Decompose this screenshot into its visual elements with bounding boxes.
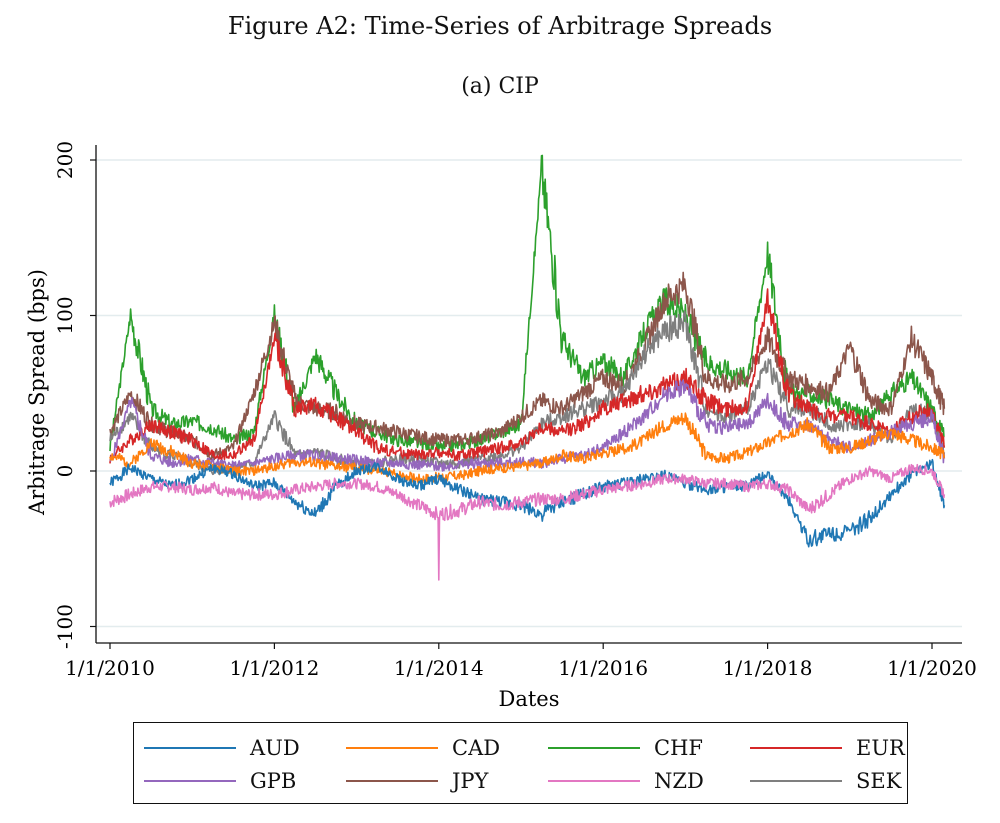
legend-swatch-cad [346, 747, 438, 749]
legend-label-cad: CAD [452, 736, 501, 760]
x-axis-label: Dates [498, 687, 559, 711]
legend-label-sek: SEK [856, 769, 902, 793]
legend-label-gpb: GPB [250, 769, 297, 793]
legend-swatch-jpy [346, 780, 438, 782]
series-line-cad [109, 412, 946, 484]
legend-item-eur: EUR [750, 733, 905, 763]
series-lines [109, 154, 946, 581]
x-tick-label: 1/1/2014 [394, 656, 484, 680]
figure-title: Figure A2: Time-Series of Arbitrage Spre… [227, 12, 773, 40]
series-line-jpy [109, 271, 946, 461]
legend-swatch-aud [144, 747, 236, 749]
legend: AUD CAD CHF EUR GPB JPY NZD SEK [133, 722, 908, 804]
x-tick-label: 1/1/2020 [887, 656, 977, 680]
x-tick-label: 1/1/2012 [229, 656, 319, 680]
x-tick-label: 1/1/2018 [723, 656, 813, 680]
legend-label-aud: AUD [250, 736, 300, 760]
x-tick-label: 1/1/2010 [65, 656, 155, 680]
legend-swatch-chf [548, 747, 640, 749]
axis-ticks: -100 0 100 200 1/1/2010 1/1/2012 1/1/2014 1/1/2… [53, 141, 977, 680]
y-tick-label: -100 [53, 604, 77, 649]
legend-label-nzd: NZD [654, 769, 704, 793]
legend-item-jpy: JPY [346, 766, 488, 796]
series-line-eur [109, 288, 946, 464]
legend-swatch-nzd [548, 780, 640, 782]
legend-item-aud: AUD [144, 733, 300, 763]
panel-caption: (a) CIP [461, 74, 539, 99]
series-line-chf [109, 154, 945, 453]
series-line-nzd [109, 463, 946, 581]
legend-swatch-gpb [144, 780, 236, 782]
y-tick-label: 100 [53, 296, 77, 334]
legend-item-nzd: NZD [548, 766, 704, 796]
x-tick-label: 1/1/2016 [558, 656, 648, 680]
y-tick-label: 200 [53, 141, 77, 179]
gridlines [96, 159, 962, 628]
y-tick-label: 0 [53, 465, 77, 478]
legend-label-eur: EUR [856, 736, 905, 760]
legend-swatch-sek [750, 780, 842, 782]
legend-item-chf: CHF [548, 733, 703, 763]
legend-label-jpy: JPY [452, 769, 489, 793]
legend-item-cad: CAD [346, 733, 500, 763]
legend-item-gpb: GPB [144, 766, 296, 796]
y-axis-label: Arbitrage Spread (bps) [25, 269, 49, 516]
series-line-aud [109, 458, 946, 548]
legend-item-sek: SEK [750, 766, 901, 796]
legend-label-chf: CHF [654, 736, 703, 760]
axes [95, 145, 962, 644]
legend-swatch-eur [750, 747, 842, 749]
